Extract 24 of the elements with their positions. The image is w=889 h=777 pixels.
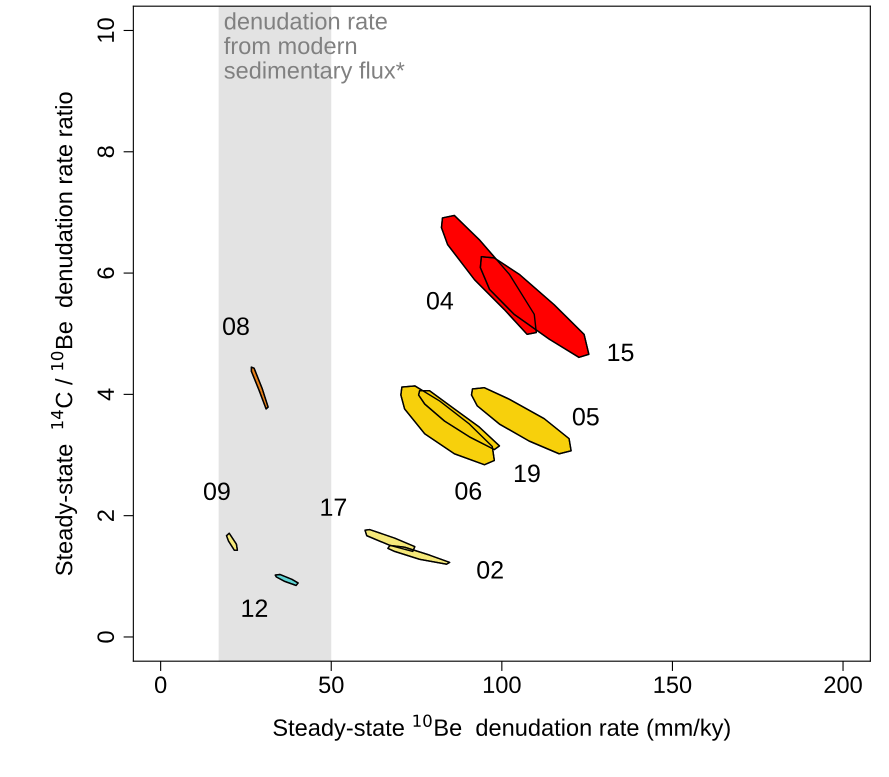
y-tick-label: 8	[97, 146, 114, 158]
y-tick-label: 4	[98, 388, 114, 400]
y-tick-label: 10	[97, 18, 114, 42]
band-label: denudation rate from modern sedimentary flux*	[224, 12, 404, 84]
y-tick-label: 0	[97, 631, 114, 643]
y-tick-label: 2	[97, 510, 114, 522]
annotation: 09	[204, 482, 230, 500]
annotation: 08	[223, 317, 249, 336]
x-tick-label: 100	[484, 676, 521, 694]
annotation: 19	[514, 464, 540, 482]
annotation: 12	[242, 599, 268, 617]
annotation: 15	[608, 344, 634, 362]
x-tick-label: 0	[155, 676, 166, 694]
x-axis-title: Steady-state $^{10}$Be denudation rate (mm/ky)	[273, 714, 730, 741]
annotation: 02	[477, 561, 503, 579]
x-tick-label: 200	[824, 676, 862, 694]
x-tick-label: 150	[654, 676, 692, 694]
y-axis-title: Steady-state $^{14}$C / $^{10}$Be denudation rate ratio	[50, 92, 78, 576]
annotation: 05	[572, 408, 599, 426]
annotation: 17	[321, 498, 346, 516]
annotation: 04	[426, 292, 454, 310]
y-tick-label: 6	[97, 268, 114, 278]
annotation: 06	[455, 482, 482, 500]
x-tick-label: 50	[319, 676, 344, 694]
